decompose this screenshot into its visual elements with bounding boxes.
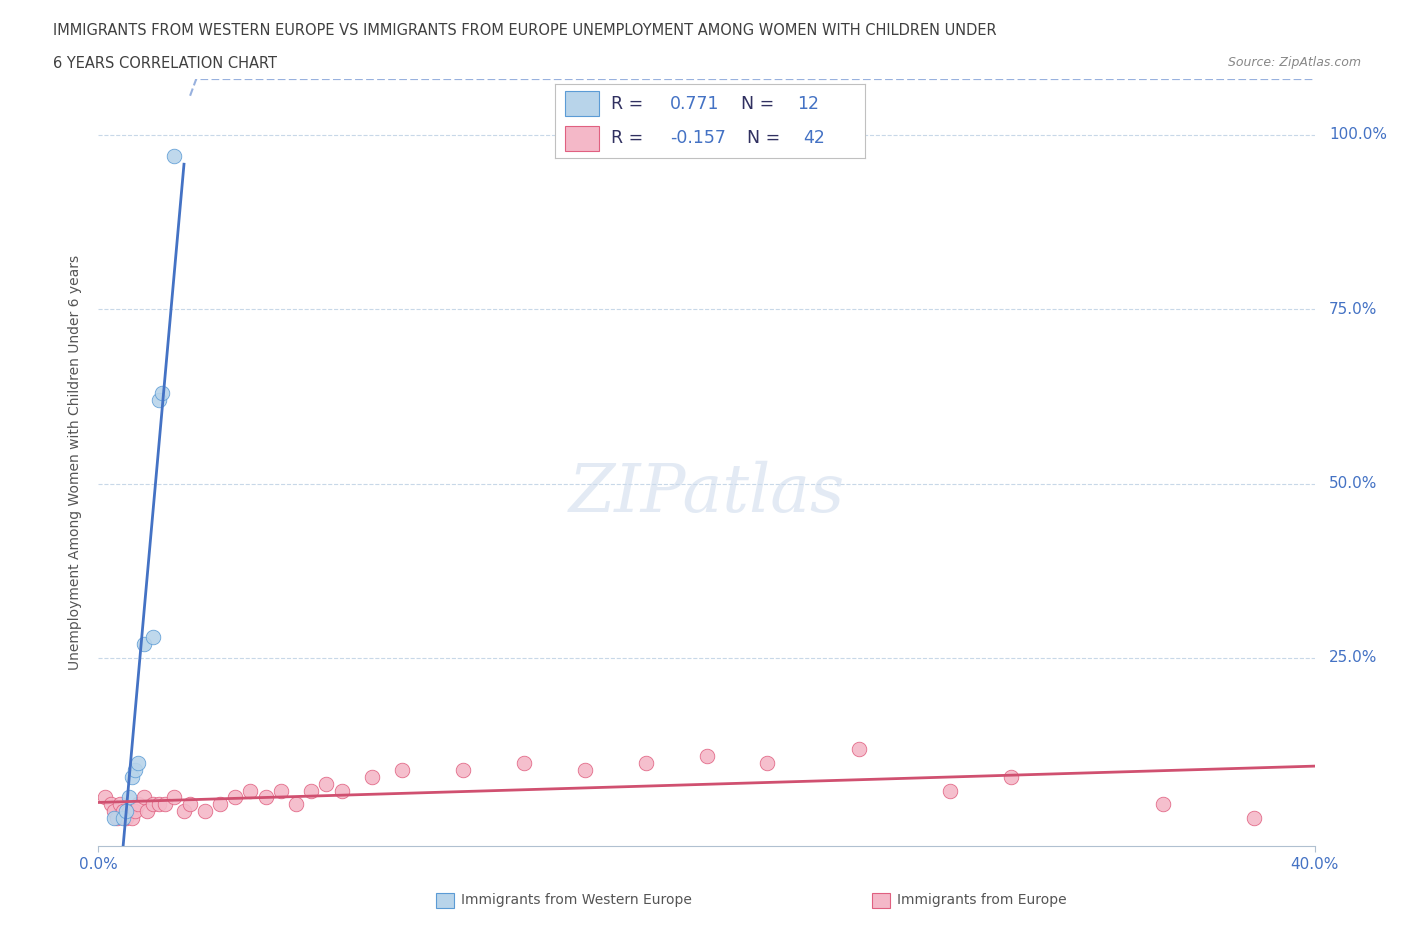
Point xyxy=(155,797,177,812)
Text: 6 YEARS CORRELATION CHART: 6 YEARS CORRELATION CHART xyxy=(53,56,277,71)
Point xyxy=(285,797,308,812)
Point xyxy=(1000,769,1022,784)
Point xyxy=(696,748,718,763)
Y-axis label: Unemployment Among Women with Children Under 6 years: Unemployment Among Women with Children U… xyxy=(69,255,83,671)
Point xyxy=(124,804,146,819)
Point xyxy=(114,804,136,819)
Text: N =: N = xyxy=(741,95,780,113)
Point xyxy=(756,755,779,770)
Point xyxy=(299,783,322,798)
FancyBboxPatch shape xyxy=(565,126,599,151)
Point xyxy=(127,755,149,770)
Point xyxy=(121,769,143,784)
Text: Source: ZipAtlas.com: Source: ZipAtlas.com xyxy=(1227,56,1361,69)
Text: 42: 42 xyxy=(803,129,825,147)
Point xyxy=(315,776,337,790)
Point xyxy=(148,392,170,407)
Text: 75.0%: 75.0% xyxy=(1329,301,1378,317)
Point xyxy=(361,769,384,784)
Point xyxy=(634,755,657,770)
Text: 12: 12 xyxy=(797,95,818,113)
Text: R =: R = xyxy=(612,129,648,147)
Point xyxy=(453,763,475,777)
Point xyxy=(111,811,134,826)
Point xyxy=(391,763,413,777)
Point xyxy=(254,790,277,805)
Point xyxy=(209,797,232,812)
Text: 50.0%: 50.0% xyxy=(1329,476,1378,491)
Point xyxy=(224,790,246,805)
Text: 25.0%: 25.0% xyxy=(1329,650,1378,666)
Point xyxy=(163,790,186,805)
Point xyxy=(150,386,173,401)
Point xyxy=(105,811,128,826)
Point xyxy=(93,790,115,805)
Point xyxy=(163,149,186,164)
Point xyxy=(118,804,141,819)
Point xyxy=(1243,811,1265,826)
Text: R =: R = xyxy=(612,95,648,113)
Point xyxy=(103,811,125,826)
Point xyxy=(108,797,131,812)
Point xyxy=(142,797,165,812)
Point xyxy=(103,804,125,819)
Text: -0.157: -0.157 xyxy=(669,129,725,147)
Point xyxy=(142,630,165,644)
Point xyxy=(513,755,536,770)
Point xyxy=(132,790,155,805)
Text: IMMIGRANTS FROM WESTERN EUROPE VS IMMIGRANTS FROM EUROPE UNEMPLOYMENT AMONG WOME: IMMIGRANTS FROM WESTERN EUROPE VS IMMIGR… xyxy=(53,23,997,38)
Point xyxy=(111,804,134,819)
Text: Immigrants from Western Europe: Immigrants from Western Europe xyxy=(461,893,692,908)
Point xyxy=(118,790,141,805)
Point xyxy=(114,811,136,826)
FancyBboxPatch shape xyxy=(565,91,599,115)
Text: 100.0%: 100.0% xyxy=(1329,127,1388,142)
Point xyxy=(173,804,195,819)
Point xyxy=(179,797,201,812)
Text: Immigrants from Europe: Immigrants from Europe xyxy=(897,893,1067,908)
Point xyxy=(148,797,170,812)
Point xyxy=(939,783,962,798)
Point xyxy=(330,783,353,798)
Point xyxy=(132,637,155,652)
Point xyxy=(121,811,143,826)
Point xyxy=(124,763,146,777)
Text: ZIPatlas: ZIPatlas xyxy=(568,460,845,526)
Point xyxy=(848,741,870,756)
Point xyxy=(270,783,292,798)
Point xyxy=(136,804,159,819)
Point xyxy=(100,797,122,812)
Point xyxy=(127,797,149,812)
Text: 0.771: 0.771 xyxy=(669,95,720,113)
Point xyxy=(574,763,596,777)
Point xyxy=(239,783,262,798)
Point xyxy=(194,804,217,819)
Point xyxy=(1152,797,1174,812)
Text: N =: N = xyxy=(747,129,786,147)
